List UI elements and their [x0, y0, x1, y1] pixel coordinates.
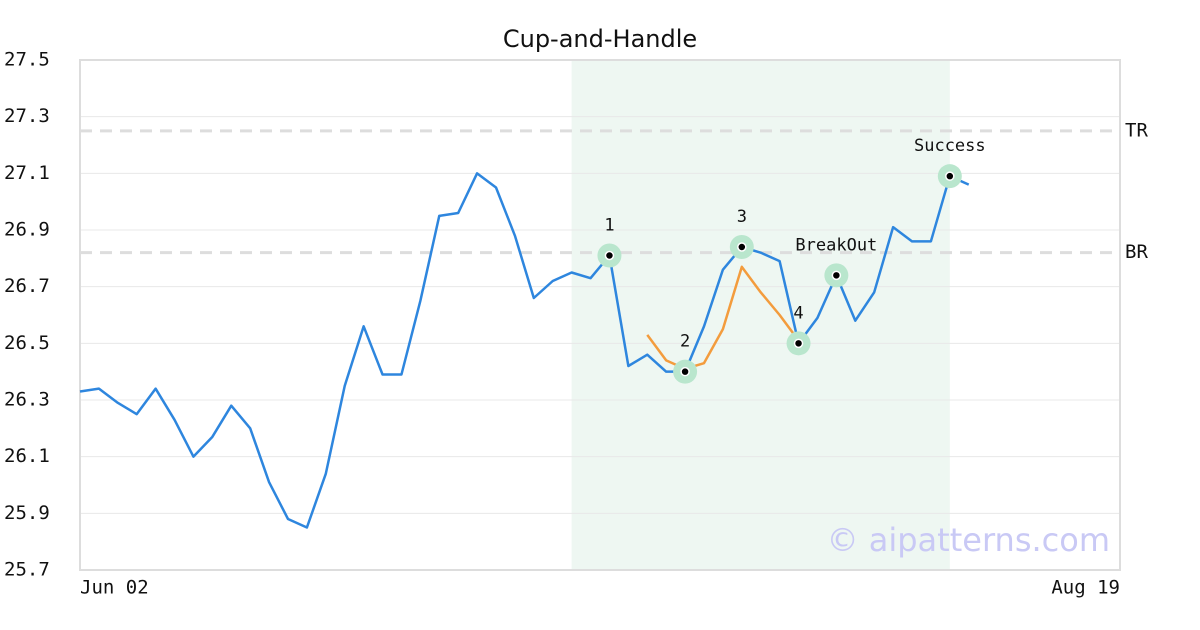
level-label: BR: [1125, 241, 1148, 263]
y-tick-label: 26.7: [4, 275, 50, 297]
annotation-label: Success: [914, 136, 986, 156]
pattern-point: [793, 338, 804, 349]
x-tick-label: Aug 19: [1051, 577, 1120, 599]
y-tick-label: 26.9: [4, 219, 50, 241]
line-series: [79, 172, 970, 529]
y-tick-label: 27.3: [4, 105, 50, 127]
annotation-label: 4: [793, 303, 803, 323]
annotation-label: 2: [680, 332, 690, 352]
y-tick-label: 25.7: [4, 559, 50, 581]
annotation-label: 3: [737, 207, 747, 227]
annotation-label: BreakOut: [795, 235, 877, 255]
highlight-region: [571, 60, 950, 570]
y-tick-label: 27.5: [4, 49, 50, 71]
y-tick-label: 25.9: [4, 502, 50, 524]
watermark: © aipatterns.com: [827, 521, 1110, 559]
x-tick-label: Jun 02: [80, 577, 149, 599]
pattern-point: [604, 250, 615, 261]
line-series: [646, 265, 800, 371]
y-tick-label: 26.3: [4, 389, 50, 411]
pattern-point: [945, 171, 955, 181]
y-tick-label: 26.1: [4, 445, 50, 467]
pattern-point: [831, 270, 842, 281]
y-tick-label: 26.5: [4, 332, 50, 354]
pattern-point: [737, 242, 747, 252]
plot-frame: [79, 59, 1121, 571]
chart-title: Cup-and-Handle: [503, 25, 697, 53]
level-label: TR: [1125, 119, 1148, 141]
annotation-label: 1: [604, 216, 614, 236]
y-tick-label: 27.1: [4, 162, 50, 184]
pattern-point: [680, 366, 690, 377]
